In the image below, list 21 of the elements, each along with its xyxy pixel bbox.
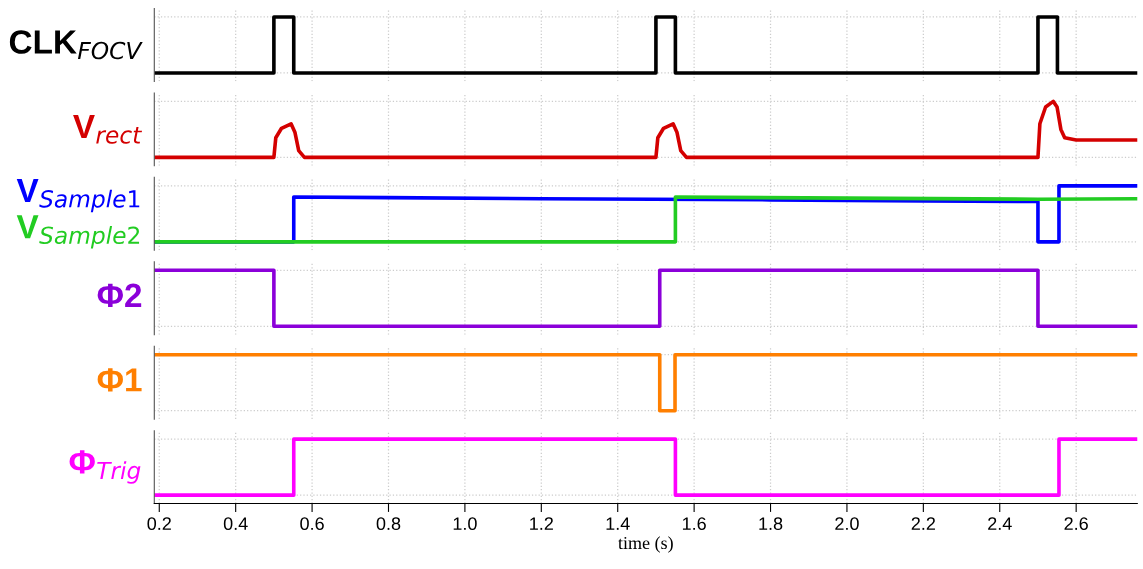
x-tick-label: 1.6 [682, 517, 706, 531]
x-tick-label: 1.8 [759, 517, 783, 531]
series-label: V$_{Sample2}$ [16, 215, 140, 249]
x-tick-label: 1.0 [453, 517, 477, 531]
series-label: V$_{Sample1}$ [16, 178, 140, 213]
series-label: Φ$_{Trig}$ [69, 450, 141, 484]
x-tick-label: 1.4 [606, 517, 630, 530]
x-tick-label: 0.6 [300, 517, 324, 531]
x-tick-label: 2.4 [988, 517, 1012, 530]
series-label: Φ2 [97, 283, 142, 308]
x-tick-label: 1.2 [530, 517, 553, 530]
series-label: V$_{rect}$ [73, 115, 143, 144]
x-axis-title: time (s) [618, 536, 673, 553]
x-tick-label: 0.4 [223, 517, 248, 531]
x-tick-label: 0.2 [147, 517, 171, 531]
x-tick-label: 2.0 [835, 517, 859, 531]
series-label: Φ1 [97, 368, 142, 392]
x-tick-label: 0.8 [376, 517, 401, 531]
x-tick-label: 2.6 [1064, 517, 1088, 531]
x-tick-label: 2.2 [911, 517, 935, 530]
series-label: CLK$_{FOCV}$ [9, 30, 143, 60]
